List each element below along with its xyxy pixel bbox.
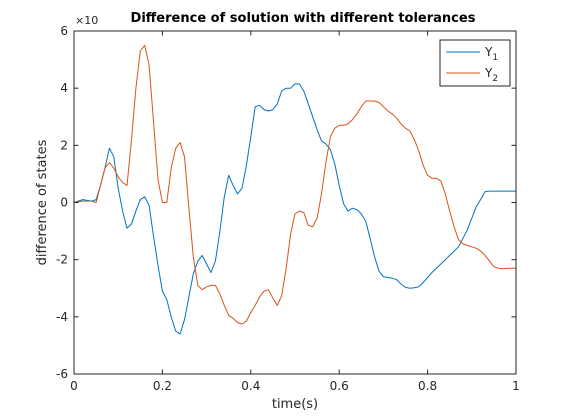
legend-label-2: Y2	[484, 66, 498, 84]
y-axis-label: difference of states	[35, 139, 50, 265]
legend-label-base: Y	[484, 45, 493, 59]
x-tick-label: 0.2	[153, 379, 172, 393]
series-line-1	[73, 83, 516, 335]
legend-label-subscript: 1	[492, 53, 498, 63]
y-tick-label: -6	[56, 367, 68, 381]
x-tick-label: 0	[70, 379, 78, 393]
y-tick-label: 6	[60, 24, 68, 38]
x-tick-label: 1	[512, 379, 520, 393]
y-tick-label: 4	[60, 81, 68, 95]
y-axis-exponent: ×10	[75, 14, 98, 27]
y-tick-label: -4	[56, 310, 68, 324]
series-line-2	[73, 44, 516, 325]
ticks-layer: 0 0.2 0.4 0.6 0.8 1 -6 -4 -2 0 2 4 6	[56, 24, 520, 393]
y-tick-label: 0	[60, 196, 68, 210]
chart-title: Difference of solution with different to…	[131, 11, 476, 26]
x-tick-label: 0.4	[241, 379, 260, 393]
legend-box	[439, 39, 511, 87]
x-tick-label: 0.8	[418, 379, 437, 393]
x-tick-label: 0.6	[330, 379, 349, 393]
legend-label-base: Y	[484, 66, 493, 80]
y-tick-label: -2	[56, 253, 68, 267]
x-axis-label: time(s)	[272, 397, 318, 412]
legend-label-1: Y1	[484, 45, 498, 63]
series-layer	[73, 44, 516, 335]
legend-label-subscript: 2	[492, 74, 498, 84]
y-tick-label: 2	[60, 138, 68, 152]
